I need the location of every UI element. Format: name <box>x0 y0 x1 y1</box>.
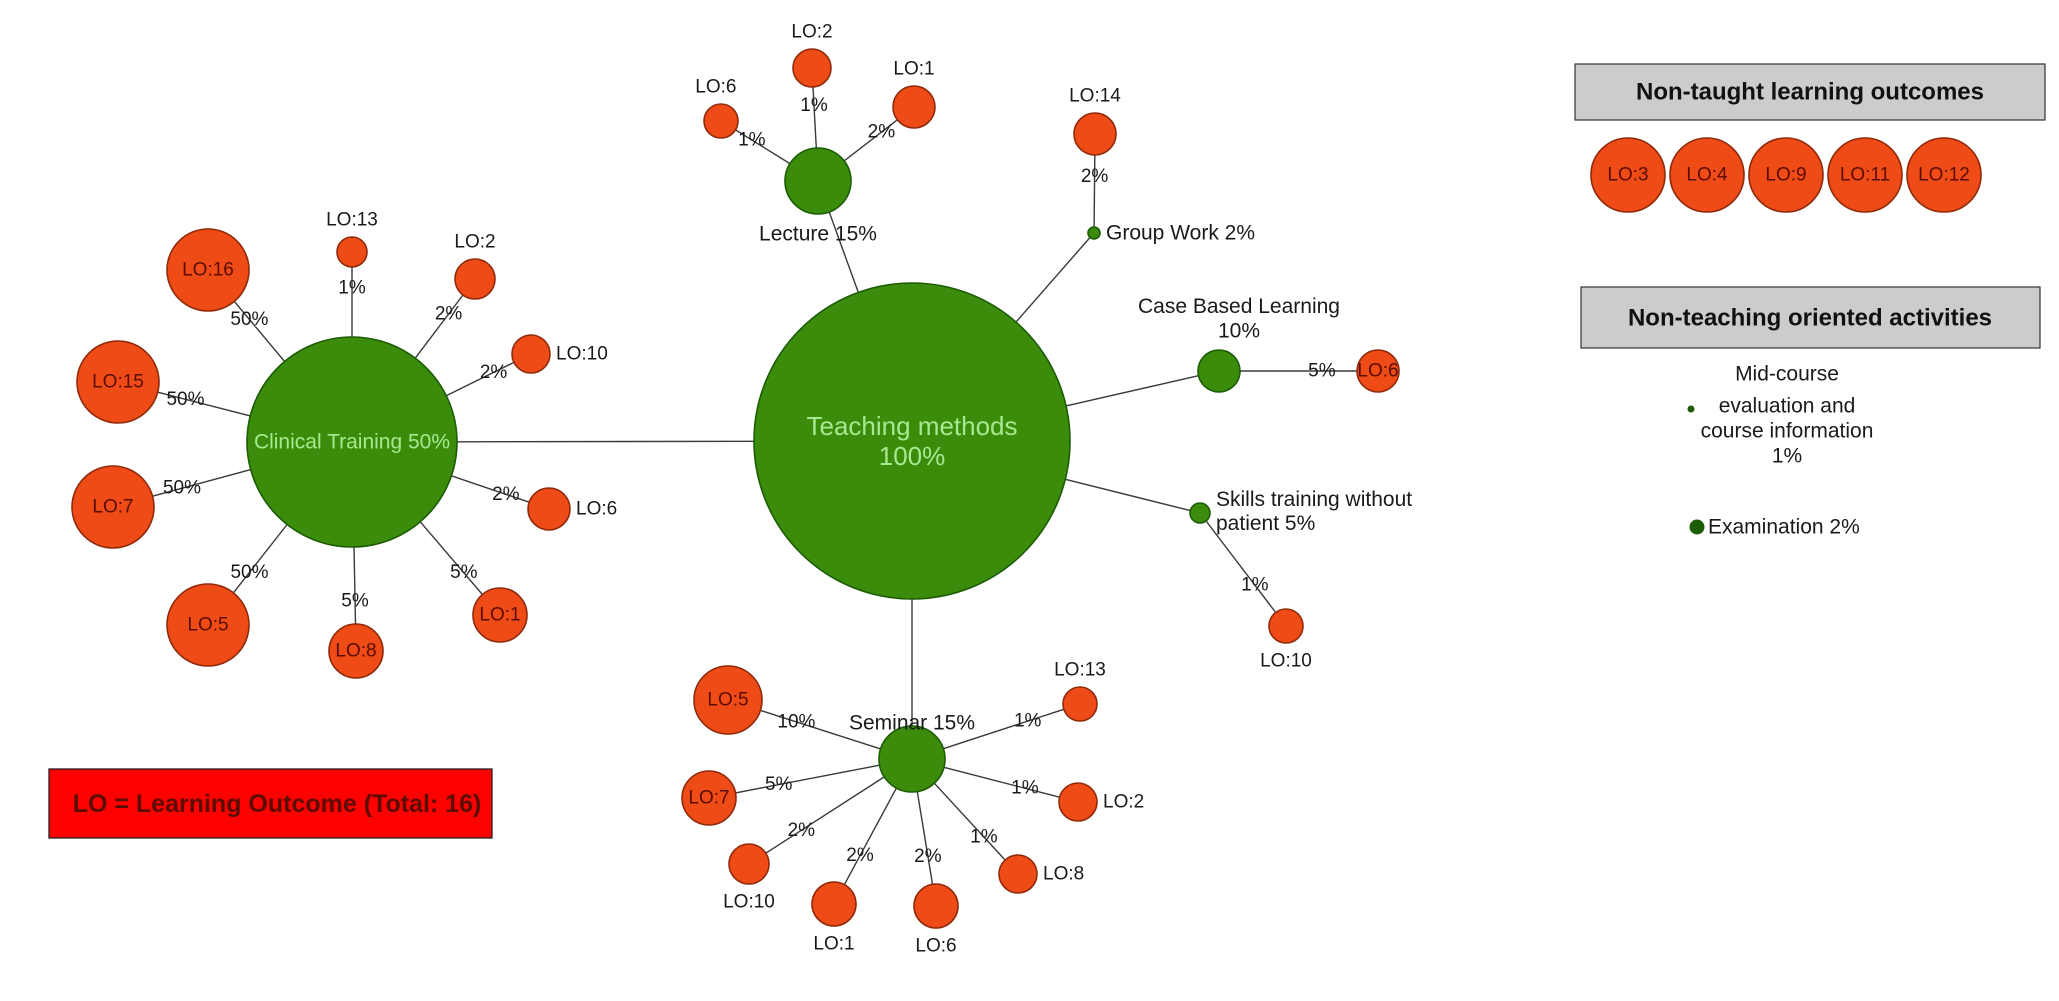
svg-text:Examination 2%: Examination 2% <box>1708 516 1860 539</box>
svg-text:Non-taught learning outcomes: Non-taught learning outcomes <box>1636 79 1984 106</box>
svg-text:LO:10: LO:10 <box>1260 651 1312 672</box>
svg-text:2%: 2% <box>1081 166 1109 187</box>
svg-text:evaluation and: evaluation and <box>1719 395 1856 418</box>
svg-text:2%: 2% <box>480 362 508 383</box>
svg-text:10%: 10% <box>777 711 815 732</box>
svg-text:1%: 1% <box>970 827 998 848</box>
svg-text:LO:14: LO:14 <box>1069 85 1121 106</box>
svg-text:LO:1: LO:1 <box>813 934 854 955</box>
svg-text:LO:13: LO:13 <box>326 209 378 230</box>
svg-text:5%: 5% <box>1308 361 1336 382</box>
svg-text:2%: 2% <box>914 846 942 867</box>
svg-text:Lecture 15%: Lecture 15% <box>759 222 877 245</box>
svg-text:LO:2: LO:2 <box>454 231 495 252</box>
svg-text:1%: 1% <box>800 95 828 116</box>
svg-text:2%: 2% <box>492 484 520 505</box>
svg-text:100%: 100% <box>879 441 946 471</box>
svg-text:Skills training without: Skills training without <box>1216 488 1412 511</box>
svg-text:1%: 1% <box>1011 778 1039 799</box>
svg-text:LO:6: LO:6 <box>576 499 617 520</box>
svg-text:LO:2: LO:2 <box>1103 792 1144 813</box>
svg-text:10%: 10% <box>1218 320 1260 343</box>
svg-text:5%: 5% <box>450 562 478 583</box>
svg-text:LO:8: LO:8 <box>335 641 376 662</box>
svg-text:course information: course information <box>1701 420 1874 443</box>
svg-text:LO:2: LO:2 <box>791 21 832 42</box>
svg-text:Mid-course: Mid-course <box>1735 363 1839 386</box>
svg-text:Seminar 15%: Seminar 15% <box>849 711 975 734</box>
svg-text:2%: 2% <box>868 122 896 143</box>
svg-text:LO:15: LO:15 <box>92 372 144 393</box>
svg-text:LO:8: LO:8 <box>1043 864 1084 885</box>
svg-text:LO:12: LO:12 <box>1918 165 1970 186</box>
svg-text:1%: 1% <box>738 130 766 151</box>
svg-text:LO:7: LO:7 <box>688 788 729 809</box>
svg-text:1%: 1% <box>1014 711 1042 732</box>
svg-text:1%: 1% <box>1772 445 1802 468</box>
svg-text:5%: 5% <box>341 590 369 611</box>
svg-text:Teaching methods: Teaching methods <box>806 411 1017 441</box>
svg-text:50%: 50% <box>230 309 268 330</box>
svg-text:LO:4: LO:4 <box>1686 165 1728 186</box>
svg-text:LO:5: LO:5 <box>187 615 228 636</box>
svg-text:1%: 1% <box>1241 575 1269 596</box>
svg-text:LO:1: LO:1 <box>479 605 520 626</box>
svg-text:2%: 2% <box>788 820 816 841</box>
svg-text:1%: 1% <box>338 278 366 299</box>
svg-text:Clinical Training 50%: Clinical Training 50% <box>254 431 450 454</box>
svg-text:LO:11: LO:11 <box>1840 165 1890 186</box>
svg-text:50%: 50% <box>166 389 204 410</box>
svg-text:Non-teaching oriented activiti: Non-teaching oriented activities <box>1628 305 1992 332</box>
svg-text:LO:10: LO:10 <box>723 892 775 913</box>
svg-text:LO:7: LO:7 <box>92 497 133 518</box>
svg-text:LO:16: LO:16 <box>182 260 234 281</box>
svg-text:LO:5: LO:5 <box>707 690 748 711</box>
svg-text:Case Based Learning: Case Based Learning <box>1138 295 1340 318</box>
svg-text:5%: 5% <box>765 774 793 795</box>
svg-text:2%: 2% <box>435 303 463 324</box>
svg-text:LO:1: LO:1 <box>893 58 934 79</box>
svg-text:2%: 2% <box>846 845 874 866</box>
svg-text:LO:6: LO:6 <box>1357 361 1398 382</box>
svg-text:LO:3: LO:3 <box>1607 165 1648 186</box>
svg-text:50%: 50% <box>230 562 268 583</box>
svg-text:LO = Learning Outcome (Total:: LO = Learning Outcome (Total: 16) <box>73 790 482 818</box>
svg-text:patient 5%: patient 5% <box>1216 512 1315 535</box>
svg-text:Group Work 2%: Group Work 2% <box>1106 222 1255 245</box>
svg-text:50%: 50% <box>163 478 201 499</box>
svg-text:LO:10: LO:10 <box>556 344 608 365</box>
svg-text:LO:6: LO:6 <box>695 76 736 97</box>
svg-text:LO:9: LO:9 <box>1765 165 1806 186</box>
svg-text:LO:6: LO:6 <box>915 936 956 957</box>
svg-text:LO:13: LO:13 <box>1054 659 1106 680</box>
